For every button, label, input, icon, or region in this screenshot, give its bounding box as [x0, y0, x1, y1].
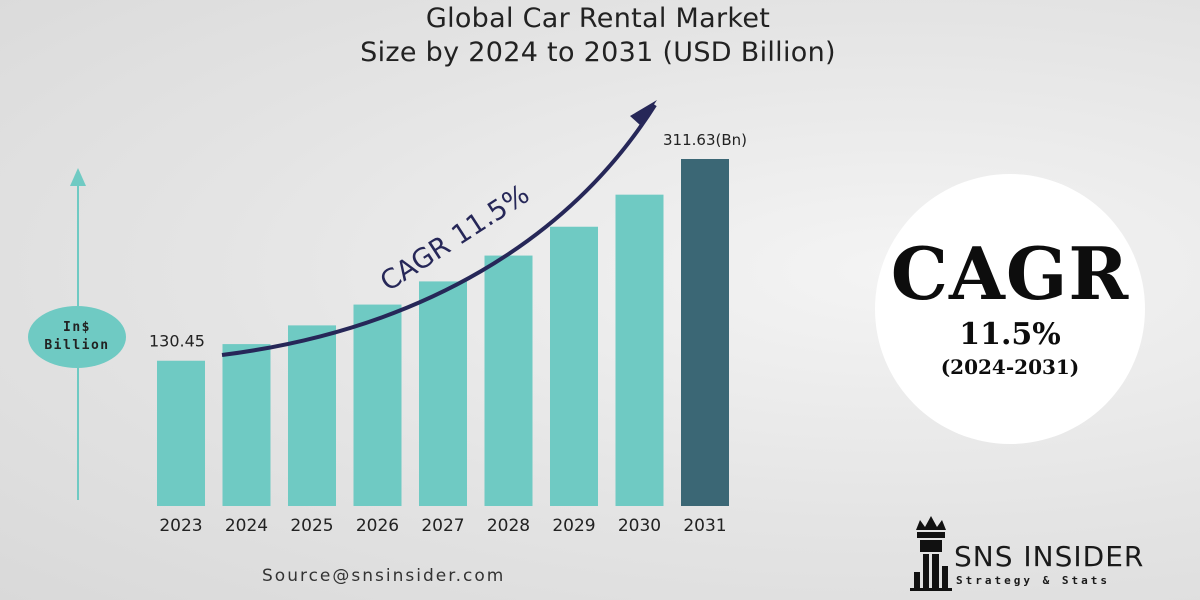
crown-tower-icon — [910, 516, 952, 591]
y-axis-arrow-icon — [70, 168, 86, 186]
bar-2030 — [615, 194, 664, 506]
bar-2028 — [484, 255, 533, 506]
x-tick-label-2023: 2023 — [159, 516, 202, 536]
logo-name: SNS INSIDER — [954, 540, 1145, 573]
cagr-badge: CAGR 11.5% (2024-2031) — [875, 174, 1145, 444]
chart-title-line-1: Global Car Rental Market — [425, 3, 771, 34]
bar-2023 — [157, 360, 205, 506]
cagr-rate: 11.5% — [959, 317, 1061, 352]
x-tick-label-2027: 2027 — [421, 516, 464, 536]
cagr-heading: CAGR — [890, 231, 1130, 316]
x-tick-label-2030: 2030 — [618, 516, 661, 536]
x-tick-label-2028: 2028 — [487, 516, 530, 536]
x-tick-label-2026: 2026 — [356, 516, 399, 536]
logo-tagline: Strategy & Stats — [956, 574, 1110, 587]
cagr-period: (2024-2031) — [940, 355, 1080, 379]
x-tick-label-2031: 2031 — [683, 516, 726, 536]
x-tick-label-2025: 2025 — [290, 516, 333, 536]
bar-2024 — [222, 344, 271, 506]
bar-2031 — [681, 159, 729, 506]
trend-arrow-head-icon — [630, 100, 657, 125]
chart-title: Global Car Rental Market Size by 2024 to… — [0, 2, 1196, 70]
x-tick-label-2029: 2029 — [552, 516, 595, 536]
data-label-first: 130.45 — [149, 332, 205, 351]
chart-title-line-2: Size by 2024 to 2031 (USD Billion) — [360, 37, 836, 68]
unit-badge: In$ Billion — [28, 306, 126, 368]
trend-arrow — [221, 103, 657, 357]
data-label-last: 311.63(Bn) — [663, 131, 747, 149]
bar-2026 — [353, 304, 402, 506]
company-logo: SNS INSIDER Strategy & Stats — [908, 512, 1158, 592]
unit-label-line-1: In$ — [63, 320, 91, 335]
source-text: Source@snsinsider.com — [262, 566, 506, 586]
unit-label-line-2: Billion — [44, 338, 110, 353]
bar-2029 — [550, 226, 598, 507]
bar-2025 — [288, 325, 336, 506]
x-tick-label-2024: 2024 — [225, 516, 268, 536]
bar-2027 — [419, 281, 467, 506]
